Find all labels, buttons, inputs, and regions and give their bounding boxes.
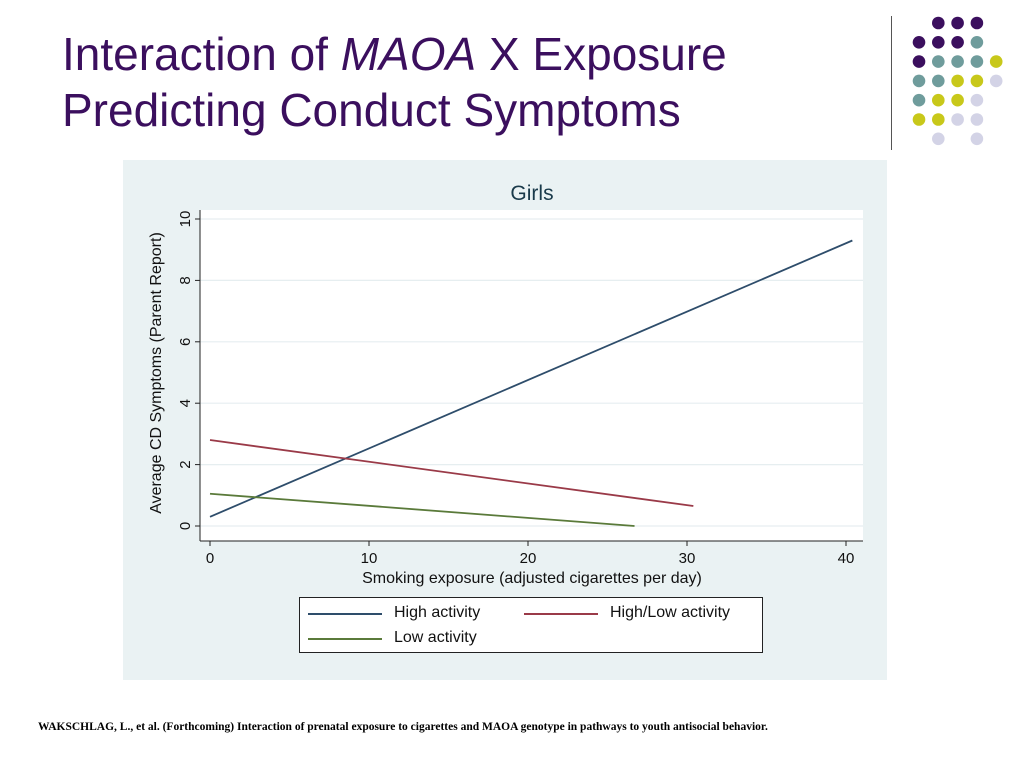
chart-panel: 0 10 20 30 40 0 2 4 6 8 10 Girls Smoking exposure …: [123, 160, 887, 680]
decorative-dot: [932, 36, 945, 49]
chart-series: [209, 239, 853, 527]
x-tick-label: 0: [206, 550, 214, 567]
series-line-low-activity: [209, 492, 635, 527]
y-tick-label: 0: [177, 522, 194, 530]
y-tick-label: 8: [177, 276, 194, 284]
decorative-dot: [912, 93, 926, 107]
decorative-dot: [932, 55, 945, 68]
title-divider: [891, 16, 892, 150]
title-line-1: Interaction of MAOA X Exposure: [62, 26, 882, 82]
title-line-2: Predicting Conduct Symptoms: [62, 84, 681, 136]
decorative-dot-grid: [912, 16, 1003, 146]
y-axis-title: Average CD Symptoms (Parent Report): [148, 232, 165, 514]
title-gene-name: MAOA: [340, 28, 477, 80]
series-line-high-low-activity: [209, 439, 694, 507]
decorative-dot: [989, 55, 1003, 68]
decorative-dot: [951, 113, 964, 126]
decorative-dot: [912, 36, 926, 49]
x-tick-label: 10: [361, 550, 378, 567]
decorative-dot: [989, 74, 1003, 88]
legend-label: High/Low activity: [610, 604, 731, 621]
citation: WAKSCHLAG, L., et al. (Forthcoming) Inte…: [38, 721, 768, 733]
decorative-dot: [951, 16, 964, 30]
decorative-dot: [951, 55, 964, 68]
decorative-dot: [970, 16, 984, 30]
decorative-dot: [970, 55, 984, 68]
x-tick-label: 20: [520, 550, 537, 567]
series-line-high-activity: [209, 239, 853, 518]
decorative-dot: [951, 74, 964, 88]
title-text-part: X Exposure: [476, 28, 727, 80]
legend-swatch: [308, 638, 382, 640]
title-text-part: Interaction of: [62, 28, 341, 80]
decorative-dot: [932, 74, 945, 88]
decorative-dot: [932, 113, 945, 126]
chart-axes: 0 10 20 30 40 0 2 4 6 8 10: [177, 210, 863, 567]
x-tick-label: 30: [679, 550, 696, 567]
decorative-dot: [951, 36, 964, 49]
legend-label: High activity: [394, 604, 481, 621]
decorative-dot: [932, 16, 945, 30]
line-chart: 0 10 20 30 40 0 2 4 6 8 10 Girls Smoking exposure …: [148, 182, 863, 587]
decorative-dot: [970, 36, 984, 49]
y-tick-label: 6: [177, 338, 194, 346]
y-tick-label: 4: [177, 399, 194, 407]
decorative-dot: [932, 93, 945, 107]
chart-title: Girls: [510, 182, 553, 205]
decorative-dot: [970, 132, 984, 146]
decorative-dot: [970, 93, 984, 107]
slide-title: Interaction of MAOA X Exposure Predictin…: [62, 26, 882, 138]
decorative-dot: [912, 74, 926, 88]
x-tick-label: 40: [838, 550, 855, 567]
decorative-dot: [932, 132, 945, 146]
decorative-dot: [970, 113, 984, 126]
chart-legend: High activity High/Low activity Low acti…: [299, 597, 763, 653]
y-tick-label: 10: [177, 211, 194, 228]
legend-label: Low activity: [394, 629, 477, 646]
legend-swatch: [308, 613, 382, 615]
decorative-dot: [970, 74, 984, 88]
decorative-dot: [912, 55, 926, 68]
x-axis-title: Smoking exposure (adjusted cigarettes pe…: [362, 570, 702, 587]
legend-swatch: [524, 613, 598, 615]
y-tick-label: 2: [177, 460, 194, 468]
chart-grid: [200, 210, 863, 541]
decorative-dot: [951, 93, 964, 107]
plot-area: [200, 210, 863, 541]
decorative-dot: [912, 113, 926, 126]
